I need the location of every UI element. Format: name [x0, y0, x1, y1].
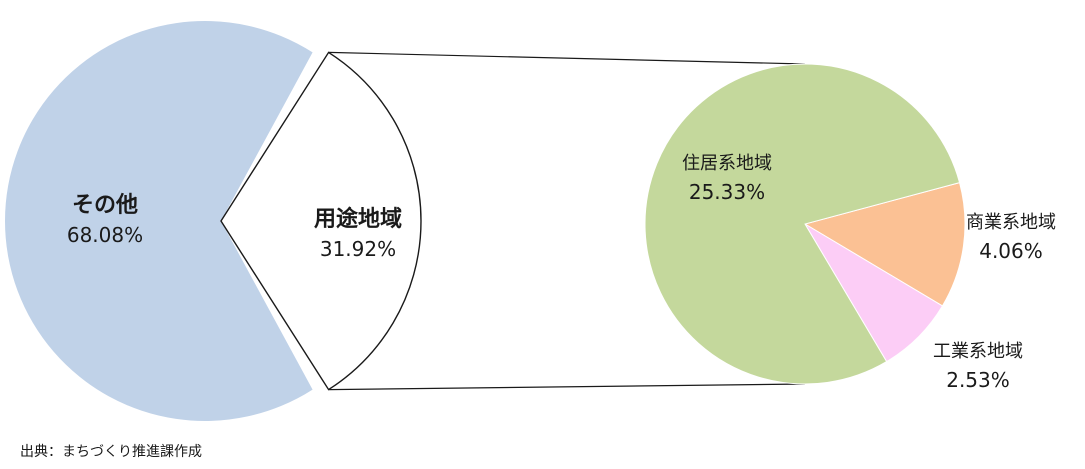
main-pie: [4, 20, 422, 421]
label-商業系地域: 商業系地域: [966, 212, 1056, 233]
value-label-用途地域: 31.92%: [320, 237, 396, 261]
slice-その他: [4, 20, 313, 421]
value-label-工業系地域: 2.53%: [946, 368, 1010, 392]
connector-line-top: [328, 51, 806, 65]
label-その他: その他: [72, 193, 138, 218]
slice-住居系地域: [644, 63, 961, 385]
value-label-商業系地域: 4.06%: [979, 239, 1043, 263]
breakdown-pie: [644, 63, 966, 385]
value-label-その他: 68.08%: [67, 223, 143, 247]
connector-line-bottom: [328, 383, 806, 391]
label-住居系地域: 住居系地域: [682, 153, 772, 174]
label-用途地域: 用途地域: [314, 206, 402, 232]
source-note: 出典：まちづくり推進課作成: [20, 444, 202, 460]
label-工業系地域: 工業系地域: [933, 341, 1023, 362]
slice-labels: その他 68.08% 用途地域 31.92% 住居系地域 25.33% 商業系地域 4.06%…: [67, 153, 1056, 392]
slice-用途地域: [220, 51, 422, 391]
connector-lines: [328, 51, 806, 391]
value-label-住居系地域: 25.33%: [689, 180, 765, 204]
